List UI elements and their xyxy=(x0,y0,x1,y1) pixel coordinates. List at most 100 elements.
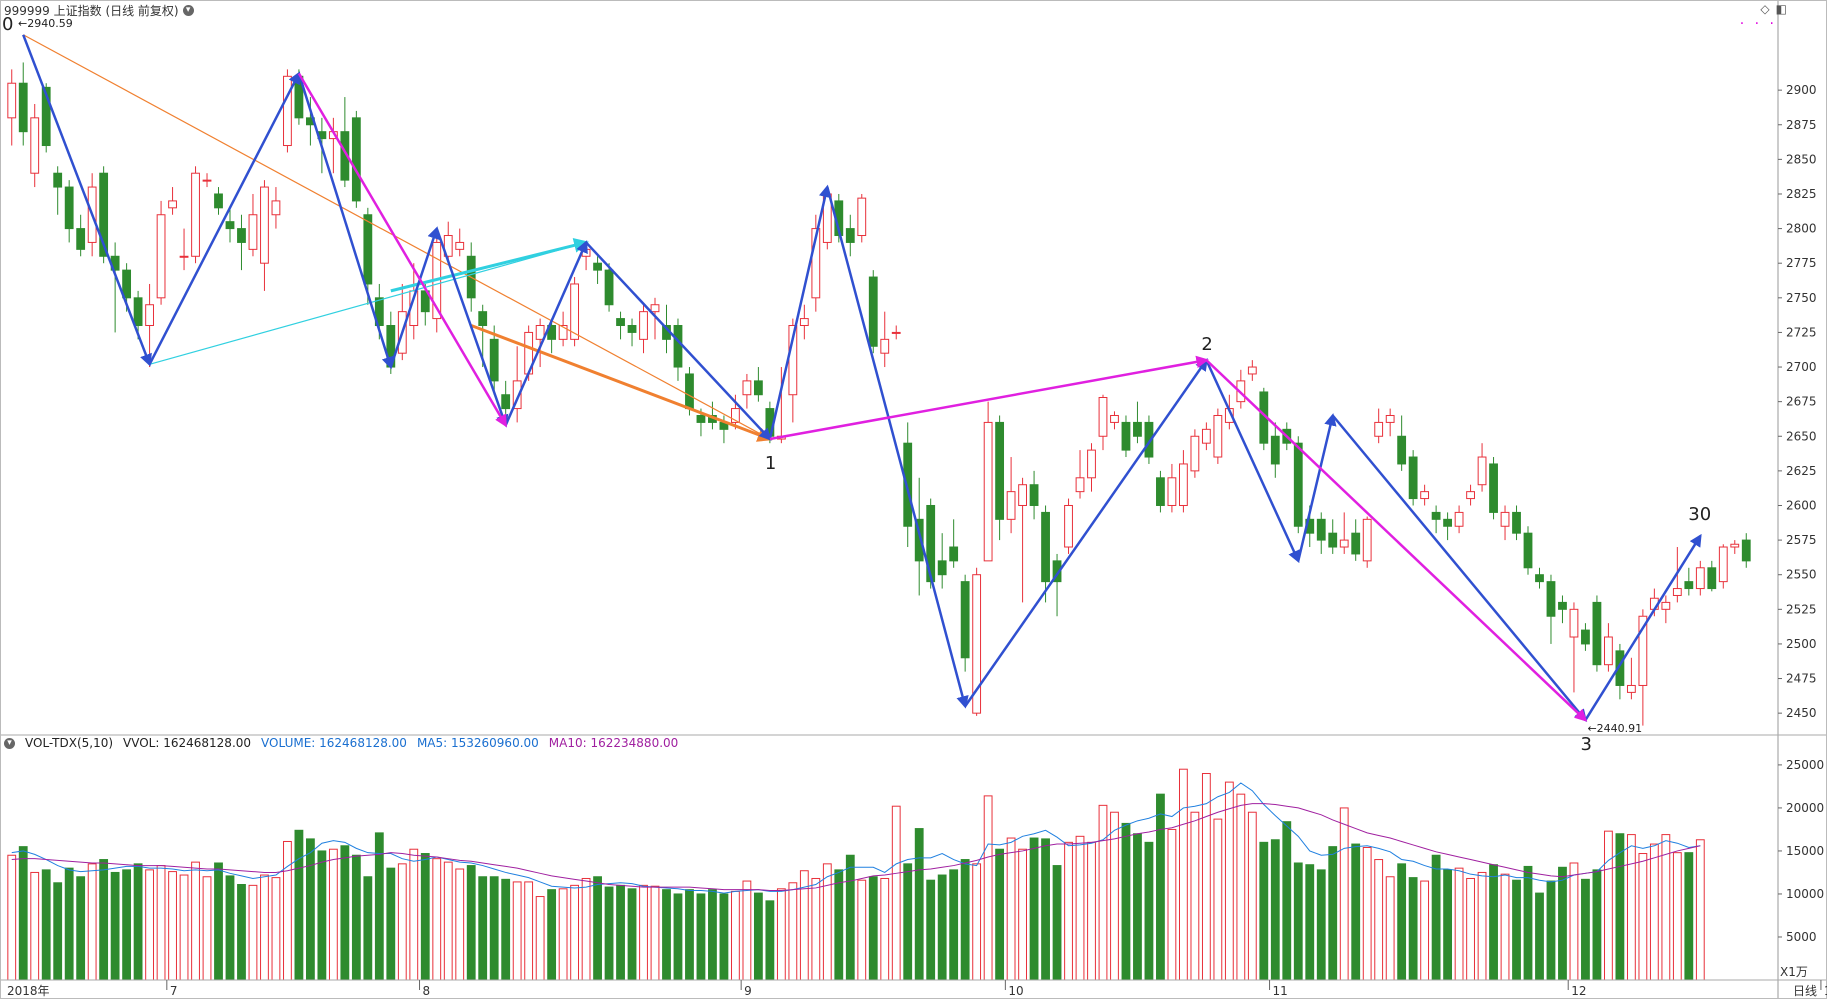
chart-title-text: 999999 上证指数 (日线 前复权) xyxy=(4,4,179,18)
blue-wave-segment xyxy=(585,241,772,441)
diamond-icon[interactable]: ◇ xyxy=(1760,2,1770,16)
price-tick-label: 2550 xyxy=(1786,568,1817,582)
panel-toggle-icon[interactable]: ◧ xyxy=(1775,2,1787,16)
volume-bar xyxy=(1098,804,1108,981)
candle-body xyxy=(501,394,511,410)
volume-bar xyxy=(1500,873,1510,981)
volume-bar xyxy=(857,879,867,981)
price-tick-label: 2825 xyxy=(1786,187,1817,201)
volume-bar xyxy=(409,848,419,981)
wave-label-30: 30 xyxy=(1688,504,1711,525)
volume-bar xyxy=(1156,793,1165,981)
volume-bar xyxy=(1581,878,1590,981)
volume-value: VOLUME: 162468128.00 xyxy=(261,736,407,750)
volume-bar xyxy=(237,883,246,981)
volume-bar xyxy=(535,896,545,981)
volume-bar xyxy=(868,876,878,981)
candle-body xyxy=(1133,421,1142,437)
volume-bar xyxy=(1052,865,1062,981)
candle-body xyxy=(1064,504,1073,548)
volume-bar xyxy=(1397,863,1407,981)
chevron-down-icon[interactable]: ▾ xyxy=(182,5,194,16)
volume-bar xyxy=(891,805,901,981)
price-tick-label: 2600 xyxy=(1786,498,1817,512)
wave-label-0: 0 xyxy=(2,14,13,35)
candle-body xyxy=(1328,532,1338,548)
volume-bar xyxy=(202,876,212,981)
start-price-label: ←2940.59 xyxy=(18,17,73,30)
candle-body xyxy=(535,325,545,340)
volume-bar xyxy=(1592,869,1602,981)
volume-bar xyxy=(926,879,936,981)
candle-body xyxy=(1110,414,1119,423)
candle-body xyxy=(799,318,809,327)
volume-bar xyxy=(76,876,86,981)
blue-wave-segment xyxy=(148,71,301,365)
candle-body xyxy=(616,318,625,327)
candle-body xyxy=(857,197,867,237)
candle-body xyxy=(1489,463,1498,513)
candle-body xyxy=(673,325,683,368)
candle-body xyxy=(1029,484,1039,506)
volume-bar xyxy=(133,863,143,981)
candle-body xyxy=(41,86,51,147)
candle-body xyxy=(639,311,648,340)
volume-bar xyxy=(1695,839,1705,981)
magenta-trendline xyxy=(769,355,1209,441)
volume-bar xyxy=(650,885,660,981)
volume-bar xyxy=(18,846,28,981)
volume-bar xyxy=(64,867,74,981)
volume-bar xyxy=(662,889,671,981)
volume-bar xyxy=(983,795,993,981)
volume-bar xyxy=(145,869,154,981)
volume-bar xyxy=(7,854,17,981)
volume-bar xyxy=(765,900,775,981)
volume-bar xyxy=(524,881,534,981)
candle-body xyxy=(937,560,947,576)
volume-bar xyxy=(53,882,63,981)
volume-bar xyxy=(1328,846,1338,981)
volume-bar xyxy=(1362,847,1372,981)
candle-body xyxy=(1604,636,1613,666)
candle-body xyxy=(593,262,602,271)
candle-body xyxy=(122,269,132,299)
volume-bar xyxy=(1282,821,1292,981)
candle-body xyxy=(926,504,936,583)
candle-body xyxy=(1638,615,1648,686)
volume-unit-label: X1万 xyxy=(1780,965,1808,979)
candle-body xyxy=(1581,629,1590,645)
volume-bar xyxy=(960,859,970,981)
wave-label-1: 1 xyxy=(765,453,776,474)
vvol-value: VVOL: 162468128.00 xyxy=(123,736,252,750)
candle-body xyxy=(1098,396,1108,437)
volume-bar xyxy=(914,828,924,981)
volume-bar xyxy=(1144,841,1154,981)
candle-body xyxy=(1018,484,1027,506)
volume-bar xyxy=(317,850,327,981)
volume-bar xyxy=(1408,877,1418,981)
ma10-line xyxy=(11,803,1701,892)
volume-bar xyxy=(811,877,821,981)
candle-body xyxy=(1247,366,1257,375)
volume-chevron-icon[interactable]: ▾ xyxy=(4,737,15,749)
volume-bar xyxy=(214,862,223,981)
volume-bar xyxy=(1604,830,1613,981)
volume-bar xyxy=(1224,781,1234,981)
candle-body xyxy=(1201,428,1211,444)
candle-body xyxy=(1006,491,1016,520)
candle-body xyxy=(1178,463,1188,506)
candle-body xyxy=(1351,532,1361,555)
price-tick-label: 2675 xyxy=(1786,395,1817,409)
price-tick-label: 2650 xyxy=(1786,429,1817,443)
period-label: 日线 xyxy=(1792,984,1817,998)
price-tick-label: 2525 xyxy=(1786,602,1817,616)
volume-bar xyxy=(1672,852,1682,981)
price-tick-label: 2700 xyxy=(1786,360,1817,374)
orange-trendline xyxy=(22,34,771,440)
candle-body xyxy=(1316,518,1326,541)
candle-body xyxy=(1374,421,1384,437)
candle-body xyxy=(1730,543,1740,548)
candle-body xyxy=(753,380,763,396)
